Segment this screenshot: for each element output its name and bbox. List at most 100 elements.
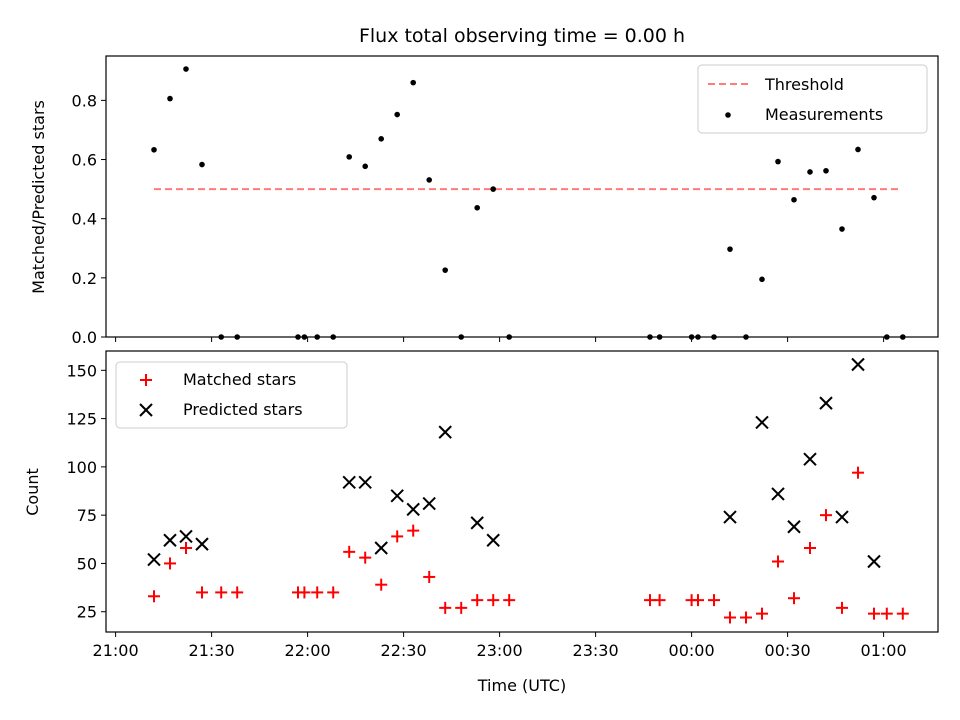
predicted-star-point bbox=[486, 533, 500, 547]
matched-star-point bbox=[836, 601, 848, 614]
matched-star-point bbox=[772, 555, 784, 568]
count-y-tick-label: 150 bbox=[66, 361, 97, 380]
ratio-y-axis-label: Matched/Predicted stars bbox=[29, 100, 48, 294]
predicted-star-point bbox=[163, 533, 177, 547]
matched-star-point bbox=[740, 611, 752, 624]
x-tick-label: 22:00 bbox=[285, 641, 331, 660]
predicted-star-point bbox=[342, 475, 356, 490]
ratio-panel: 0.00.20.40.60.8 Matched/Predicted stars … bbox=[29, 55, 939, 347]
chart-title: Flux total observing time = 0.00 h bbox=[359, 25, 685, 47]
predicted-star-point bbox=[819, 396, 833, 410]
threshold-legend-label: Threshold bbox=[764, 75, 844, 94]
matched-star-point bbox=[407, 524, 420, 537]
x-tick-label: 23:30 bbox=[573, 641, 619, 660]
x-tick-label: 23:00 bbox=[477, 641, 523, 660]
predicted-star-point bbox=[147, 552, 161, 567]
matched-star-point bbox=[148, 590, 160, 603]
ratio-legend-box bbox=[697, 64, 928, 134]
ratio-y-tick-label: 0.6 bbox=[72, 151, 97, 170]
measurement-point bbox=[727, 246, 733, 252]
measurement-point bbox=[410, 79, 417, 86]
matched-star-point bbox=[231, 586, 244, 599]
matched-star-point bbox=[896, 607, 909, 620]
matched-star-point bbox=[880, 607, 893, 620]
measurement-point bbox=[807, 169, 813, 175]
ratio-y-tick-label: 0.2 bbox=[72, 269, 97, 288]
measurement-point bbox=[759, 276, 765, 283]
predicted-star-point bbox=[406, 502, 420, 517]
matched-star-point bbox=[471, 594, 484, 607]
count-y-tick-label: 75 bbox=[77, 506, 97, 525]
x-axis-label: Time (UTC) bbox=[477, 676, 566, 695]
matched-star-point bbox=[503, 594, 516, 607]
x-tick-label: 00:00 bbox=[669, 641, 715, 660]
predicted-star-point bbox=[867, 554, 881, 569]
matched-star-point bbox=[164, 557, 176, 570]
measurement-point bbox=[855, 146, 861, 153]
matched-star-point bbox=[852, 466, 864, 479]
predicted-star-point bbox=[438, 425, 452, 439]
count-y-tick-label: 50 bbox=[77, 554, 97, 573]
measurement-point bbox=[474, 204, 481, 211]
count-legend-box bbox=[115, 361, 348, 429]
matched-star-point bbox=[311, 586, 324, 599]
matched-star-point bbox=[215, 586, 228, 599]
measurement-point bbox=[151, 146, 157, 153]
matched-star-point bbox=[692, 594, 704, 607]
matched-legend-label: Matched stars bbox=[183, 370, 296, 389]
measurement-point bbox=[791, 196, 797, 203]
predicted-star-point bbox=[374, 541, 388, 555]
matched-star-point bbox=[804, 541, 816, 554]
matched-star-point bbox=[788, 592, 800, 605]
matched-star-point bbox=[359, 551, 372, 564]
predicted-star-point bbox=[390, 489, 404, 503]
ratio-panel-frame bbox=[105, 55, 939, 338]
measurement-point bbox=[167, 95, 173, 102]
predicted-star-point bbox=[470, 516, 484, 530]
x-tick-label: 22:30 bbox=[381, 641, 427, 660]
measurement-point bbox=[426, 177, 433, 183]
matched-star-point bbox=[423, 570, 436, 583]
measurement-point bbox=[183, 66, 189, 72]
matched-star-point bbox=[487, 594, 500, 607]
predicted-star-point bbox=[723, 510, 737, 524]
matched-star-point bbox=[708, 594, 720, 607]
x-tick-label: 01:00 bbox=[861, 641, 907, 660]
matched-star-point bbox=[391, 530, 404, 543]
count-panel: 25 50 75 100 125 150 21:00 21:30 22:00 22:30 23:0… bbox=[23, 350, 939, 695]
ratio-y-tick-label: 0.8 bbox=[72, 91, 97, 110]
measurements-legend-label: Measurements bbox=[765, 105, 883, 124]
predicted-legend-label: Predicted stars bbox=[183, 400, 303, 419]
matched-star-point bbox=[455, 601, 468, 614]
measurement-point bbox=[823, 167, 829, 174]
ratio-legend: Threshold Measurements bbox=[697, 64, 928, 134]
measurement-point bbox=[378, 136, 385, 142]
predicted-star-point bbox=[803, 452, 817, 466]
x-tick-label: 00:30 bbox=[765, 641, 811, 660]
measurement-point bbox=[871, 194, 877, 201]
measurement-point bbox=[346, 154, 353, 160]
count-y-axis-label: Count bbox=[23, 468, 42, 516]
predicted-star-point bbox=[835, 510, 849, 524]
predicted-star-point bbox=[195, 537, 209, 551]
predicted-star-point bbox=[771, 487, 785, 501]
matched-star-point bbox=[820, 509, 832, 522]
measurement-point bbox=[775, 158, 781, 165]
matched-star-point bbox=[298, 586, 311, 599]
matched-star-point bbox=[196, 586, 208, 599]
predicted-star-point bbox=[787, 520, 801, 534]
measurement-point bbox=[490, 186, 497, 192]
measurement-point bbox=[394, 111, 401, 118]
x-tick-label: 21:00 bbox=[93, 641, 139, 660]
count-y-tick-label: 25 bbox=[77, 603, 97, 622]
count-y-tick-label: 125 bbox=[66, 410, 97, 429]
predicted-legend-swatch bbox=[139, 403, 153, 417]
matched-star-point bbox=[180, 541, 192, 554]
predicted-star-point bbox=[179, 529, 193, 544]
predicted-star-point bbox=[851, 357, 865, 372]
predicted-star-point bbox=[422, 496, 436, 511]
count-y-tick-label: 100 bbox=[66, 458, 97, 477]
measurements-legend-swatch bbox=[725, 112, 731, 118]
matched-star-point bbox=[375, 578, 388, 591]
